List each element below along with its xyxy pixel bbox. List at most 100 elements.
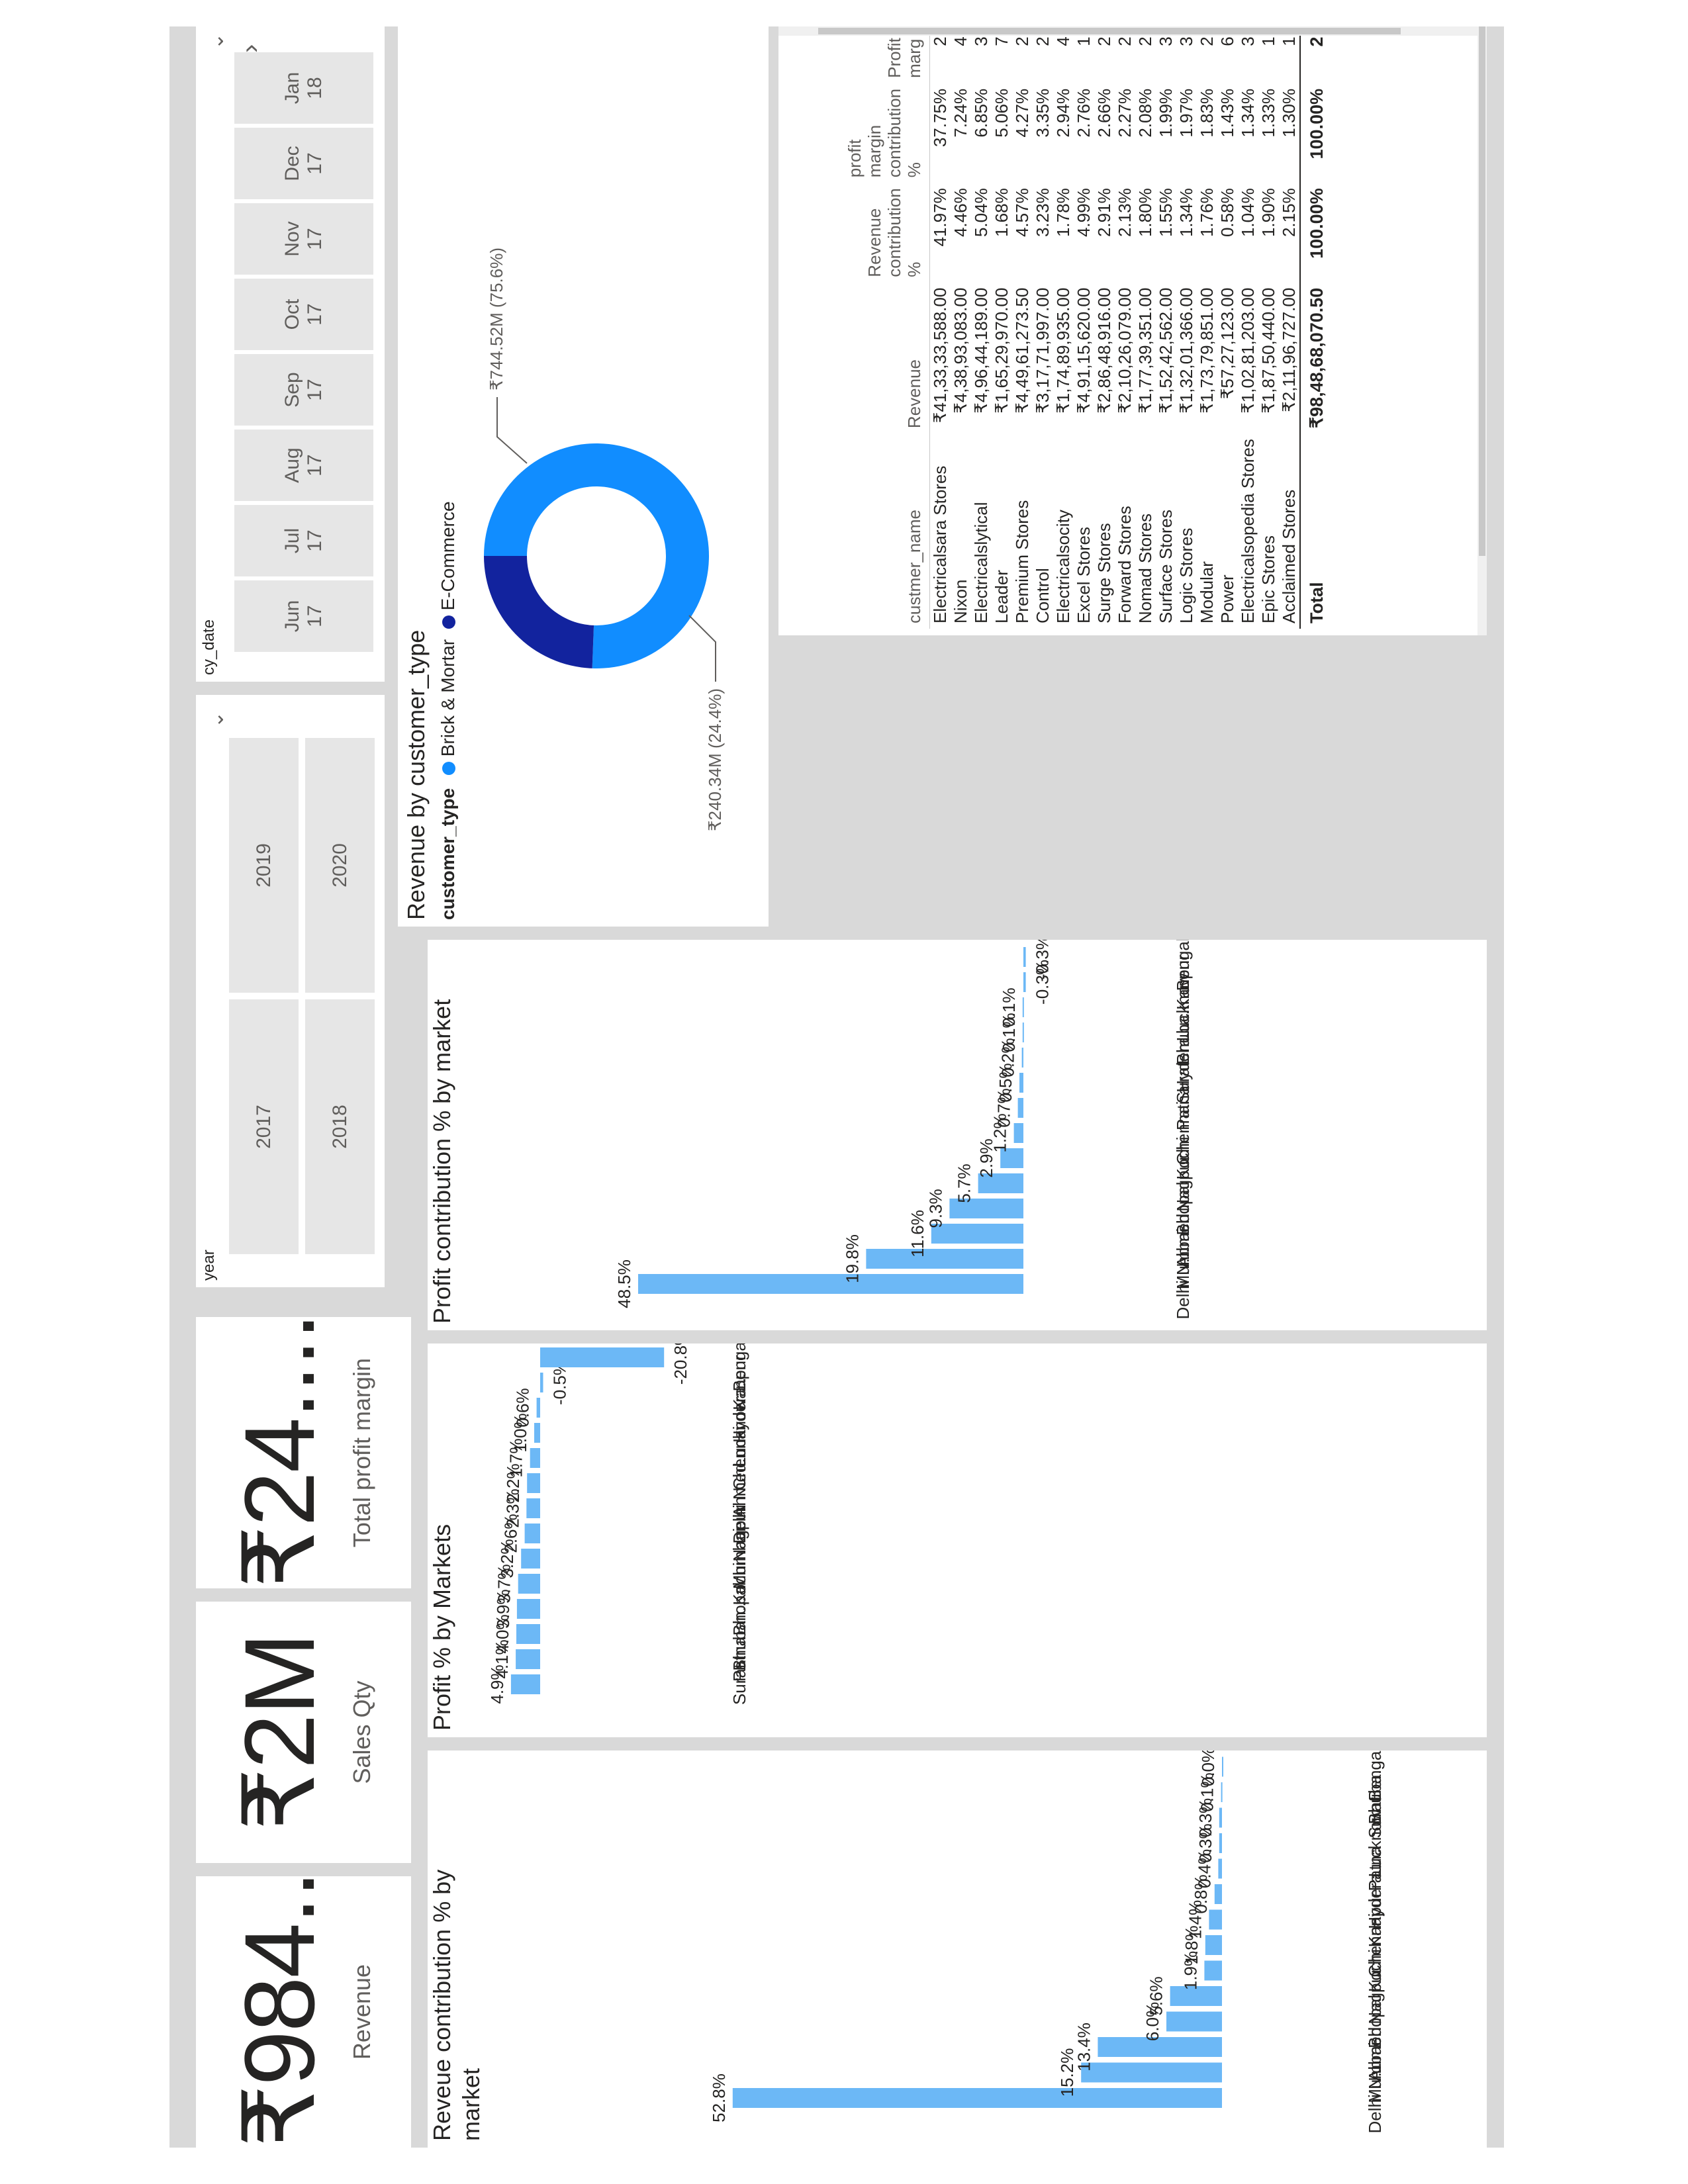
table-row[interactable]: Power ₹57,27,123.00 0.58% 1.43% 6.: [1217, 26, 1238, 629]
table-row[interactable]: Forward Stores ₹2,10,26,079.00 2.13% 2.27% 2…: [1115, 26, 1135, 629]
bar[interactable]: [1204, 1960, 1223, 1981]
table-row[interactable]: Nixon ₹4,38,93,083.00 4.46% 7.24% 4.: [951, 26, 971, 629]
bar[interactable]: [1098, 2037, 1223, 2057]
bar[interactable]: [1022, 997, 1024, 1017]
chevron-down-icon[interactable]: ⌄: [206, 32, 228, 50]
table-total-row[interactable]: Total ₹98,48,68,070.50 100.00% 100.00% 2.: [1300, 26, 1333, 629]
bar[interactable]: [1019, 1073, 1023, 1093]
bar[interactable]: [534, 1423, 540, 1443]
year-slicer[interactable]: year 2017 2019 2018 2020 ⌄: [196, 695, 385, 1287]
bar[interactable]: [1023, 947, 1026, 967]
profit-margin-card[interactable]: ₹24.... Total profit margin: [196, 1317, 411, 1588]
bar[interactable]: [540, 1347, 665, 1367]
column-header[interactable]: profit margin contribution %: [845, 83, 930, 183]
table-row[interactable]: Excel Stores ₹4,91,15,620.00 4.99% 2.76% 1.: [1074, 26, 1094, 629]
bar[interactable]: [1218, 1858, 1223, 1879]
table-row[interactable]: Electricalslytical ₹4,96,44,189.00 5.04% 6.…: [971, 26, 992, 629]
bar[interactable]: [949, 1199, 1024, 1218]
donut-slice[interactable]: [484, 443, 709, 668]
bar[interactable]: [521, 1549, 540, 1569]
revenue-contribution-chart-card[interactable]: Reveue contribution % by market 52.8% Del…: [428, 1751, 1487, 2148]
bar[interactable]: [1021, 1048, 1023, 1068]
table-row[interactable]: Surge Stores ₹2,86,48,916.00 2.91% 2.66% 2.: [1094, 26, 1115, 629]
month-tile[interactable]: Sep 17: [234, 354, 373, 426]
bar[interactable]: [1219, 1833, 1223, 1853]
table-hscrollbar[interactable]: [1477, 26, 1487, 635]
column-header[interactable]: Revenue: [845, 282, 930, 434]
table-row[interactable]: Nomad Stores ₹1,77,39,351.00 1.80% 2.08% 2.: [1135, 26, 1156, 629]
table-row[interactable]: Epic Stores ₹1,87,50,440.00 1.90% 1.33% 1.: [1258, 26, 1279, 629]
bar[interactable]: [1000, 1148, 1024, 1168]
profit-by-markets-chart-card[interactable]: Profit % by Markets 4.9% Surat 4.1% Patna 4.…: [428, 1343, 1487, 1737]
bar[interactable]: [1209, 1909, 1223, 1930]
table-hscrollbar-thumb[interactable]: [1479, 26, 1485, 556]
bar[interactable]: [516, 1649, 541, 1669]
revenue-by-customer-type-card[interactable]: Revenue by customer_type customer_type B…: [398, 26, 769, 927]
bar[interactable]: [524, 1524, 541, 1543]
table-scrollbar[interactable]: [778, 26, 1487, 36]
bar[interactable]: [1013, 1123, 1023, 1143]
table-row[interactable]: Surface Stores ₹1,52,42,562.00 1.55% 1.99% 3…: [1156, 26, 1176, 629]
year-option-2018[interactable]: 2018: [305, 999, 375, 1254]
table-row[interactable]: Electricalsocity ₹1,74,89,935.00 1.78% 2.94…: [1053, 26, 1074, 629]
customer-table-card[interactable]: custmer_name Revenue Revenue contribution …: [778, 26, 1487, 635]
bar[interactable]: [1023, 972, 1026, 992]
bar[interactable]: [732, 2088, 1222, 2108]
sales-qty-card[interactable]: ₹2M Sales Qty: [196, 1602, 411, 1863]
bar[interactable]: [1081, 2062, 1223, 2083]
year-option-2017[interactable]: 2017: [229, 999, 299, 1254]
bar[interactable]: [530, 1448, 540, 1468]
bar[interactable]: [1166, 2011, 1222, 2032]
bar[interactable]: [931, 1224, 1023, 1244]
bar[interactable]: [1222, 1756, 1223, 1777]
bar[interactable]: [527, 1473, 540, 1493]
bar[interactable]: [978, 1173, 1023, 1193]
table-row[interactable]: Electricalsopedia Stores ₹1,02,81,203.00 1…: [1238, 26, 1258, 629]
chevron-down-icon[interactable]: ⌄: [206, 711, 228, 728]
bar[interactable]: [516, 1599, 540, 1619]
month-tile[interactable]: Nov 17: [234, 203, 373, 275]
bar[interactable]: [536, 1398, 541, 1418]
table-row[interactable]: Modular ₹1,73,79,851.00 1.76% 1.83% 2.: [1197, 26, 1217, 629]
profit-contribution-chart-card[interactable]: Profit contribution % by market 48.5% Del…: [428, 940, 1487, 1330]
column-header[interactable]: custmer_name: [845, 433, 930, 629]
revenue-card[interactable]: ₹984... Revenue: [196, 1876, 411, 2148]
month-tile[interactable]: Aug 17: [234, 430, 373, 501]
category-label: Kanpur: [1173, 954, 1193, 1010]
cy-date-slicer[interactable]: cy_date ⌄ › Jun 17 Jul 17 Aug 17 Sep 17 Oct 17 Nov…: [196, 26, 385, 682]
table-row[interactable]: Electricalsara Stores ₹41,33,33,588.00 41.…: [930, 26, 951, 629]
bar[interactable]: [518, 1574, 540, 1594]
bar[interactable]: [540, 1373, 543, 1392]
bar[interactable]: [526, 1498, 541, 1518]
year-option-2019[interactable]: 2019: [229, 738, 299, 993]
chevron-right-icon[interactable]: ›: [236, 44, 265, 53]
bar[interactable]: [1205, 1935, 1223, 1955]
month-year: 17: [304, 152, 326, 175]
bar[interactable]: [1214, 1884, 1223, 1904]
table-cell: Logic Stores: [1176, 527, 1196, 623]
table-row[interactable]: Logic Stores ₹1,32,01,366.00 1.34% 1.97% 3.: [1176, 26, 1197, 629]
month-tile[interactable]: Jul 17: [234, 505, 373, 576]
table-row[interactable]: Control ₹3,17,71,997.00 3.23% 3.35% 2.: [1033, 26, 1053, 629]
bar[interactable]: [638, 1274, 1023, 1294]
table-row[interactable]: Leader ₹1,65,29,970.00 1.68% 5.06% 7.: [992, 26, 1012, 629]
bar[interactable]: [866, 1249, 1024, 1269]
column-header[interactable]: Revenue contribution %: [845, 183, 930, 283]
donut-slice[interactable]: [484, 556, 594, 668]
bar[interactable]: [1017, 1098, 1023, 1118]
category-label: Chennai: [729, 1426, 749, 1490]
bar[interactable]: [1170, 1986, 1222, 2006]
bar[interactable]: [1022, 1023, 1024, 1042]
month-tile[interactable]: Oct 17: [234, 279, 373, 350]
bar[interactable]: [516, 1624, 540, 1644]
bar[interactable]: [510, 1674, 540, 1694]
year-option-2020[interactable]: 2020: [305, 738, 375, 993]
bar[interactable]: [1219, 1807, 1223, 1828]
table-row[interactable]: Acclaimed Stores ₹2,11,96,727.00 2.15% 1.30…: [1279, 26, 1300, 629]
bar[interactable]: [1221, 1782, 1223, 1802]
table-row[interactable]: Premium Stores ₹4,49,61,273.50 4.57% 4.27% 2…: [1012, 26, 1033, 629]
table-scrollbar-thumb[interactable]: [818, 28, 1401, 34]
month-tile[interactable]: Dec 17: [234, 128, 373, 199]
month-tile[interactable]: Jun 17: [234, 580, 373, 652]
month-tile[interactable]: Jan 18: [234, 52, 373, 124]
